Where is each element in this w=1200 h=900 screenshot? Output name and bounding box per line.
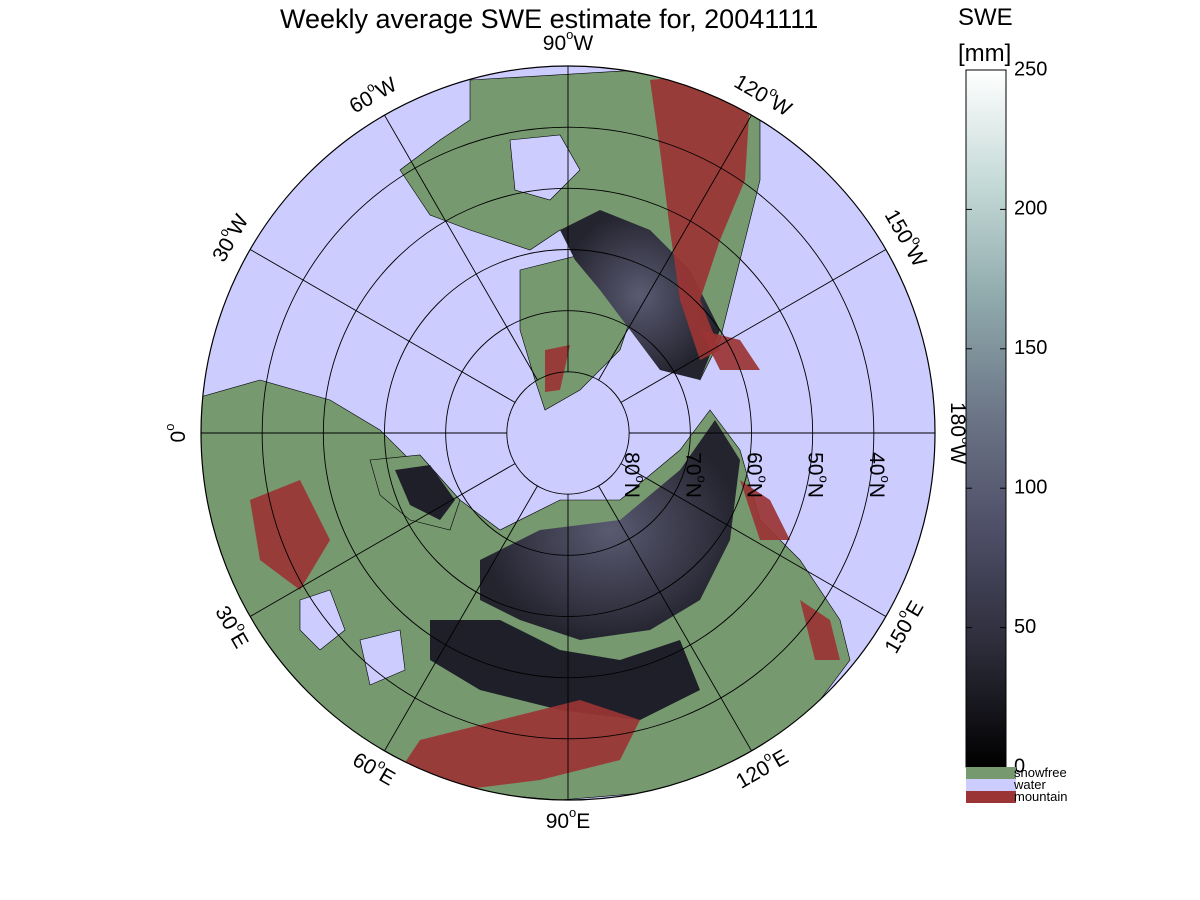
mountain-alaska [700,330,760,370]
longitude-label-90E: 90oE [546,805,591,832]
snow-siberia [480,420,740,640]
meridian-120W [598,114,752,381]
latitude-label-70: 70oN [682,452,709,498]
latitude-labels: 80oN 70oN 60oN 50oN 40oN [621,452,893,498]
category-label-mountain: mountain [1014,789,1067,804]
snow-scandinavia [395,465,455,520]
longitude-label-0: 0o [162,424,189,443]
meridian-120E [598,485,752,752]
category-swatch-mountain [966,791,1016,803]
meridian-60W [384,114,538,381]
mountain-caucasus [250,480,330,590]
latitude-label-40: 40oN [865,452,892,498]
colorbar-tick-label-100: 100 [1014,476,1047,498]
colorbar-tick-label-0: 0 [1014,755,1025,777]
mountain-greenland-east [545,345,570,392]
meridian-60E [384,485,538,752]
meridian-150W [620,249,887,403]
colorbar-units: [mm] [958,40,1012,67]
mountain-kamchatka [800,600,840,660]
map-border [200,65,936,801]
colorbar-tick-label-150: 150 [1014,337,1047,359]
category-label-water: water [1013,777,1046,792]
map-disc [201,66,935,800]
colorbar-tick-label-50: 50 [1014,616,1036,638]
longitude-label-120E: 120oE [730,741,792,793]
black-sea [359,629,406,686]
latitude-label-60: 60oN [743,452,770,498]
map-title: Weekly average SWE estimate for, 2004111… [280,4,819,34]
meridians [201,66,935,800]
longitude-label-90W: 90oW [543,27,594,54]
colorbar-gradient [965,69,1007,768]
meridian-30E [249,463,516,617]
colorbar-title: SWE [958,4,1013,31]
meridian-150E [620,463,887,617]
mountain-tibet [400,700,640,790]
colorbar-tick-label-200: 200 [1014,198,1047,220]
hudson-bay [509,134,581,201]
category-label-snowfree: snowfree [1014,765,1067,780]
latitude-label-50: 50oN [804,452,831,498]
mountain-east-asia [740,480,790,540]
colorbar-tick-label-250: 250 [1014,58,1047,80]
category-swatch-water [966,779,1016,791]
caspian-sea [299,589,346,651]
snow-central-asia [430,620,700,720]
category-swatch-snowfree [966,767,1016,779]
meridian-30W [249,249,516,403]
latitude-label-80: 80oN [621,452,648,498]
